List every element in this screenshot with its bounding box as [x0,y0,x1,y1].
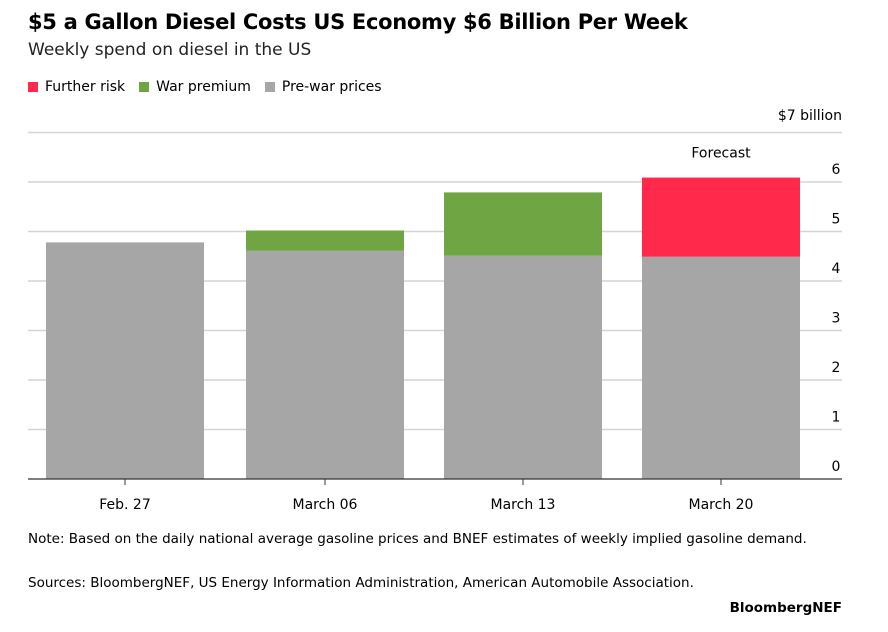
brand-logo: BloombergNEF [729,600,842,616]
x-tick-label: March 20 [689,497,754,513]
legend-item: War premium [139,79,251,95]
bar-pre-war-prices [642,256,800,479]
y-tick-label: 4 [832,261,841,277]
legend-item: Pre-war prices [264,79,382,95]
y-axis-top-label: $7 billion [777,108,842,124]
legend-label: War premium [156,79,251,95]
y-tick-label: 1 [832,410,841,426]
bar-war-premium [444,192,602,256]
legend-label: Pre-war prices [281,79,382,95]
chart-title: $5 a Gallon Diesel Costs US Economy $6 B… [28,10,688,34]
legend-swatch [139,82,150,92]
x-tick-label: Feb. 27 [99,497,151,513]
x-tick-label: March 06 [293,497,358,513]
bar-pre-war-prices [246,250,404,479]
y-tick-label: 2 [832,360,841,376]
bar-war-premium [246,230,404,251]
x-tick-label: March 13 [491,497,556,513]
bar-further-risk [642,177,800,257]
legend-item: Further risk [28,79,125,95]
chart-subtitle: Weekly spend on diesel in the US [28,40,312,60]
chart-sources: Sources: BloombergNEF, US Energy Informa… [28,575,694,591]
bar-pre-war-prices [46,242,204,479]
y-tick-label: 5 [832,212,841,228]
forecast-annotation: Forecast [691,146,751,162]
chart-note: Note: Based on the daily national averag… [28,531,807,547]
y-tick-label: 0 [832,459,841,475]
bar-pre-war-prices [444,255,602,479]
legend-swatch [264,82,275,92]
legend-label: Further risk [45,79,126,95]
legend: Further risk War premium Pre-war prices [28,79,382,95]
y-tick-label: 3 [832,311,841,327]
legend-swatch [28,82,38,92]
y-tick-label: 6 [832,162,841,178]
